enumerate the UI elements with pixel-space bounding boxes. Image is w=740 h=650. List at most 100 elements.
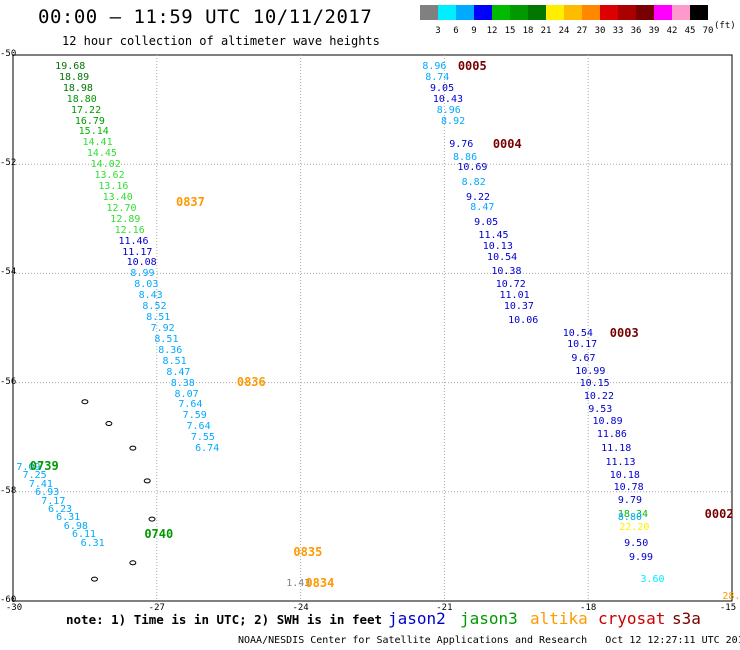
wave-height-label: 10.43 — [432, 93, 463, 105]
legend-value-label: 3 — [435, 26, 441, 36]
island-outline — [81, 399, 89, 405]
wave-height-label: 8.51 — [162, 355, 187, 367]
wave-height-label: 8.03 — [134, 279, 159, 291]
wave-height-label: 6.31 — [80, 537, 105, 549]
wave-height-label: 7.09 — [16, 462, 41, 474]
wave-height-label: 17.22 — [70, 104, 102, 116]
wave-height-label: 7.17 — [41, 495, 66, 507]
legend-value-label: 18 — [522, 26, 534, 36]
y-tick-label: -54 — [0, 267, 17, 278]
legend-swatch — [438, 5, 456, 20]
legend-swatch — [600, 5, 618, 20]
wave-height-label: 6.93 — [35, 486, 60, 498]
wave-height-label: 12.70 — [106, 202, 137, 214]
x-tick-label: -21 — [436, 603, 453, 613]
wave-height-label: 9.05 — [430, 82, 455, 94]
wave-height-label: 8.36 — [158, 344, 183, 356]
legend-value-label: 9 — [471, 26, 477, 36]
wave-height-label: 10.17 — [567, 339, 598, 351]
wave-height-label: 11.17 — [122, 246, 153, 258]
legend-value-label: 42 — [666, 26, 678, 36]
legend-swatch — [492, 5, 510, 20]
chart-subtitle: 12 hour collection of altimeter wave hei… — [62, 34, 380, 48]
wave-height-label: 8.47 — [470, 201, 495, 213]
wave-height-label: 8.82 — [461, 177, 486, 189]
legend-swatch — [528, 5, 546, 20]
legend-value-label: 6 — [453, 26, 459, 36]
legend-swatch — [546, 5, 564, 20]
pass-time-label: 0740 — [144, 526, 174, 541]
pass-time-label: 0004 — [492, 136, 522, 151]
legend-swatch — [690, 5, 708, 20]
wave-height-label: 18.80 — [66, 93, 97, 105]
wave-height-label: 9.53 — [588, 403, 613, 415]
legend-swatch — [456, 5, 474, 20]
wave-height-label: 10.06 — [508, 314, 539, 326]
wave-height-label: 6.11 — [71, 528, 97, 540]
wave-height-label: 22.20 — [619, 522, 650, 534]
wave-height-label: 11.01 — [499, 290, 530, 302]
wave-height-label: 6.74 — [195, 443, 220, 455]
island-outline — [129, 560, 137, 566]
wave-height-label: 7.41 — [28, 478, 53, 490]
pass-time-label: 0005 — [457, 58, 487, 73]
legend-value-label: 12 — [486, 26, 498, 36]
wave-height-label: 10.22 — [583, 391, 614, 403]
legend-value-label: 70 — [702, 26, 714, 36]
legend-swatch — [474, 5, 492, 20]
pass-time-label: 0836 — [236, 374, 266, 389]
wave-height-label: 1.43 — [286, 577, 311, 589]
wave-height-label: 8.51 — [146, 312, 171, 324]
wave-height-label: 10.15 — [579, 377, 610, 389]
wave-height-label: 15.14 — [78, 126, 109, 138]
wave-height-label: 7.55 — [190, 432, 215, 444]
wave-height-label: 9.99 — [628, 552, 654, 564]
wave-height-label: 9.50 — [624, 537, 649, 549]
wave-height-label: 8.07 — [174, 388, 199, 400]
wave-height-label: 8.96 — [436, 104, 461, 116]
wave-height-label: 9.67 — [571, 353, 596, 365]
wave-height-label: 14.02 — [90, 159, 121, 171]
wave-height-label: 8.51 — [154, 333, 179, 345]
y-tick-label: -50 — [0, 49, 17, 59]
wave-height-label: 14.41 — [82, 137, 113, 149]
wave-height-label: 6.31 — [56, 512, 81, 524]
wave-height-label: 12.89 — [110, 213, 141, 225]
legend-swatch — [510, 5, 528, 20]
satellite-name-altika: altika — [530, 609, 588, 628]
legend-swatch — [582, 5, 600, 20]
legend-value-label: 21 — [540, 26, 552, 36]
legend-value-label: 30 — [594, 26, 606, 36]
wave-height-label: 8.47 — [166, 366, 191, 378]
x-tick-label: -15 — [719, 603, 737, 613]
wave-height-label: 8.99 — [130, 268, 155, 280]
pass-time-label: 0002 — [704, 506, 734, 521]
island-outline — [90, 576, 98, 582]
wave-height-label: 18.98 — [62, 82, 93, 94]
wave-height-label: 7.25 — [22, 469, 47, 481]
chart-title: 00:00 – 11:59 UTC 10/11/2017 — [38, 6, 373, 28]
wave-height-label: 14.45 — [86, 148, 117, 160]
legend-swatch — [420, 5, 438, 20]
legend-value-label: 27 — [576, 26, 588, 36]
pass-time-label: 0834 — [305, 575, 335, 590]
wave-height-label: 28.21 — [722, 590, 740, 602]
wave-height-label: 8.80 — [617, 512, 642, 524]
wave-height-label: 10.72 — [495, 279, 526, 291]
wave-height-label: 6.98 — [63, 520, 88, 532]
wave-height-label: 9.76 — [449, 138, 474, 150]
island-outline — [105, 421, 113, 427]
legend-value-label: 36 — [630, 26, 642, 36]
wave-height-label: 11.46 — [118, 235, 149, 247]
wave-height-label: 3.60 — [640, 574, 665, 586]
pass-time-label: 0003 — [609, 326, 639, 341]
wave-height-label: 13.16 — [98, 181, 129, 193]
pass-time-label: 0835 — [293, 545, 323, 560]
x-tick-label: -30 — [5, 603, 23, 613]
wave-height-label: 10.38 — [491, 265, 522, 277]
wave-height-label: 10.13 — [482, 241, 513, 253]
island-outline — [129, 445, 137, 451]
wave-height-label: 11.45 — [478, 230, 509, 242]
wave-height-label: 10.78 — [613, 482, 644, 494]
